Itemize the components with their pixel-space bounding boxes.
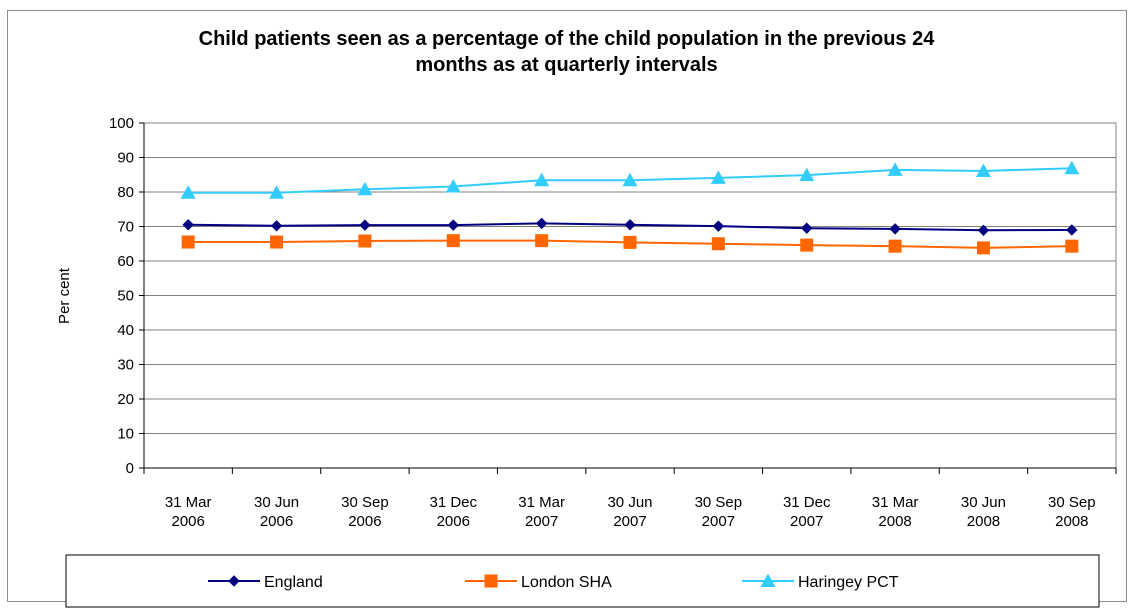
y-tick-label: 80 xyxy=(117,184,134,201)
data-point-england xyxy=(535,217,548,230)
chart-title-line-1: Child patients seen as a percentage of t… xyxy=(198,28,935,50)
chart-title-line-2: months as at quarterly intervals xyxy=(415,54,718,76)
series-layer xyxy=(180,160,1080,255)
y-tick-label: 20 xyxy=(117,391,134,408)
y-tick-label: 90 xyxy=(117,150,134,167)
data-point-england xyxy=(801,222,813,234)
y-axis-label: Per cent xyxy=(56,267,73,324)
data-point-london-sha xyxy=(181,235,195,249)
data-point-haringey-pct xyxy=(710,170,726,184)
data-point-haringey-pct xyxy=(799,167,815,182)
x-tick-label: 30 Jun 2008 xyxy=(961,494,1006,530)
data-point-london-sha xyxy=(358,234,372,248)
legend-label-haringey-pct: Haringey PCT xyxy=(798,574,899,591)
legend-label-england: England xyxy=(264,574,323,591)
data-point-london-sha xyxy=(446,234,460,248)
data-point-london-sha xyxy=(1065,239,1079,253)
legend-label-london-sha: London SHA xyxy=(521,574,612,591)
data-point-england xyxy=(270,220,283,232)
axes: 0 10 20 30 40 50 60 70 80 90 100 31 Mar 2006 30 Jun 20… xyxy=(56,115,1117,530)
x-tick-label: 31 Mar 2007 xyxy=(518,494,565,530)
data-point-england xyxy=(447,219,459,231)
x-tick-label: 30 Jun 2006 xyxy=(254,494,299,530)
data-point-haringey-pct xyxy=(269,185,285,199)
series-london-sha xyxy=(181,234,1079,255)
data-point-haringey-pct xyxy=(357,181,373,196)
data-point-haringey-pct xyxy=(887,162,903,176)
legend-item-haringey-pct: Haringey PCT xyxy=(742,573,899,591)
data-point-england xyxy=(889,223,901,235)
legend-marker-england xyxy=(228,575,240,587)
data-point-london-sha xyxy=(800,238,814,252)
data-point-london-sha xyxy=(623,235,637,249)
y-tick-label: 100 xyxy=(109,115,134,132)
x-tick-label: 31 Mar 2008 xyxy=(872,494,919,530)
data-point-england xyxy=(359,219,371,231)
y-tick-label: 70 xyxy=(117,219,134,236)
y-tick-label: 60 xyxy=(117,253,134,270)
x-tick-label: 31 Mar 2006 xyxy=(165,494,212,530)
x-tick-label: 30 Jun 2007 xyxy=(607,494,652,530)
data-point-haringey-pct xyxy=(445,178,461,193)
data-point-england xyxy=(712,220,725,232)
x-tick-label: 31 Dec 2006 xyxy=(430,494,478,530)
y-tick-label: 30 xyxy=(117,357,134,374)
legend-item-london-sha: London SHA xyxy=(465,574,612,591)
y-tick-label: 50 xyxy=(117,288,134,305)
data-point-london-sha xyxy=(976,241,990,255)
data-point-haringey-pct xyxy=(1064,160,1080,175)
grid-lines xyxy=(143,122,1117,469)
x-tick-label: 30 Sep 2007 xyxy=(695,494,743,530)
chart-frame xyxy=(7,10,1127,602)
data-point-london-sha xyxy=(270,235,284,249)
chart-title: Child patients seen as a percentage of t… xyxy=(0,26,1133,78)
y-tick-label: 0 xyxy=(126,460,134,477)
legend: England London SHA Haringey PCT xyxy=(65,554,1100,608)
data-point-england xyxy=(977,224,990,237)
data-point-haringey-pct xyxy=(534,172,550,187)
y-tick-label: 10 xyxy=(117,426,134,443)
legend-item-england: England xyxy=(208,574,323,591)
data-point-england xyxy=(182,219,194,231)
data-point-haringey-pct xyxy=(622,172,638,187)
data-point-london-sha xyxy=(711,237,725,251)
data-point-london-sha xyxy=(535,234,549,248)
data-point-england xyxy=(1066,224,1078,236)
data-point-england xyxy=(624,219,636,231)
data-point-haringey-pct xyxy=(975,163,991,177)
data-point-haringey-pct xyxy=(180,185,196,199)
legend-marker-london-sha xyxy=(484,574,498,588)
y-tick-label: 40 xyxy=(117,322,134,339)
data-point-london-sha xyxy=(888,239,902,253)
x-tick-label: 31 Dec 2007 xyxy=(783,494,831,530)
x-tick-label: 30 Sep 2008 xyxy=(1048,494,1096,530)
series-england xyxy=(182,217,1078,237)
series-haringey-pct xyxy=(180,160,1080,199)
legend-marker-haringey-pct xyxy=(760,573,776,587)
x-tick-label: 30 Sep 2006 xyxy=(341,494,389,530)
